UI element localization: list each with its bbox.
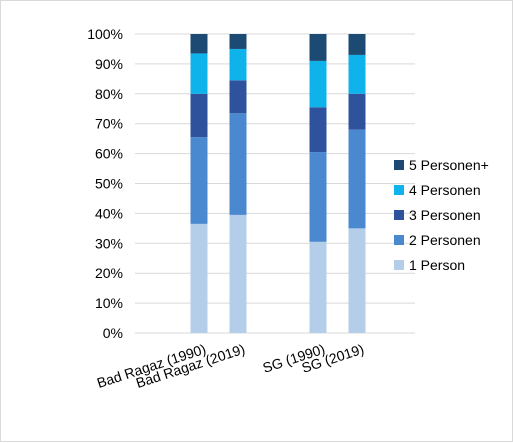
bar-segment [310,61,327,107]
bar-segment [230,215,247,333]
bar-segment [230,49,247,80]
bar-segment [191,224,208,333]
legend-swatch [394,235,404,245]
bar-segment [191,94,208,137]
bar-segment [310,152,327,242]
bar-segment [349,228,366,333]
y-tick-label: 100% [87,26,123,42]
y-tick-label: 70% [95,116,123,132]
bar-segment [191,34,208,53]
gridlines [135,34,415,333]
bar-segment [191,137,208,224]
y-tick-label: 80% [95,86,123,102]
bar-segment [349,94,366,130]
bar-segment [230,34,247,49]
legend: 5 Personen+ 4 Personen 3 Personen 2 Persone… [394,157,489,273]
y-axis-tick-labels: 0% 10% 20% 30% 40% 50% 60% 70% 80% 90% 100% [87,26,123,341]
legend-label: 1 Person [409,257,465,273]
bar-segment [349,55,366,94]
legend-label: 2 Personen [409,232,481,248]
bar-segment [349,34,366,55]
y-tick-label: 60% [95,146,123,162]
legend-swatch [394,260,404,270]
legend-swatch [394,160,404,170]
bar-segment [191,53,208,93]
y-tick-label: 30% [95,235,123,251]
legend-label: 4 Personen [409,182,481,198]
legend-label: 5 Personen+ [409,157,489,173]
legend-swatch [394,210,404,220]
y-tick-label: 50% [95,176,123,192]
y-tick-label: 10% [95,295,123,311]
bar-segment [230,80,247,113]
y-tick-label: 20% [95,265,123,281]
legend-label: 3 Personen [409,207,481,223]
bar-segment [310,242,327,333]
y-tick-label: 40% [95,205,123,221]
x-axis-category-labels: Bad Ragaz (1990)Bad Ragaz (2019) SG (1990… [95,341,366,391]
bar-segment [349,130,366,229]
legend-swatch [394,185,404,195]
bar-segment [310,34,327,61]
y-tick-label: 0% [103,325,123,341]
y-tick-label: 90% [95,56,123,72]
bar-segment [310,107,327,152]
bar-segment [230,113,247,215]
